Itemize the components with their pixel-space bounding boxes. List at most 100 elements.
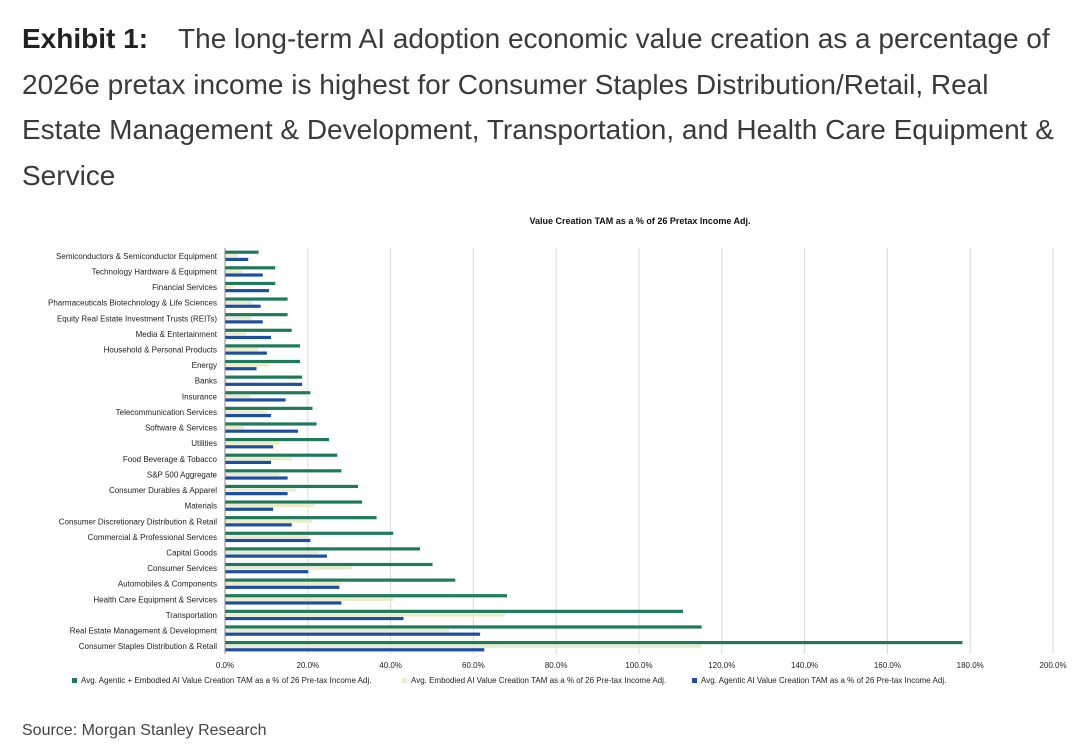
x-tick-label: 20.0% xyxy=(296,661,319,670)
bar-combined xyxy=(225,328,292,332)
bar-agentic xyxy=(225,585,340,589)
x-tick-label: 140.0% xyxy=(791,661,818,670)
bar-combined xyxy=(225,281,276,286)
bar-embodied xyxy=(225,301,253,305)
bar-combined xyxy=(225,484,358,489)
category-label: Consumer Staples Distribution & Retail xyxy=(79,642,218,651)
bar-combined xyxy=(225,625,702,629)
bar-embodied xyxy=(225,363,269,367)
category-label: Consumer Durables & Apparel xyxy=(109,486,217,495)
bar-combined xyxy=(225,609,683,613)
x-tick-label: 200.0% xyxy=(1039,661,1066,670)
x-tick-label: 180.0% xyxy=(957,661,984,670)
legend-label-agentic: Avg. Agentic AI Value Creation TAM as a … xyxy=(701,676,947,685)
category-label: Technology Hardware & Equipment xyxy=(92,267,218,276)
bar-combined xyxy=(225,359,301,364)
bar-combined xyxy=(225,531,394,535)
category-label: Commercial & Professional Services xyxy=(88,533,217,542)
bar-agentic xyxy=(225,257,249,262)
category-label: Capital Goods xyxy=(166,549,217,558)
bar-embodied xyxy=(225,550,319,555)
bar-agentic xyxy=(225,320,263,324)
bar-embodied xyxy=(225,566,352,570)
bar-agentic xyxy=(225,429,298,433)
bar-agentic xyxy=(225,304,261,308)
x-tick-label: 40.0% xyxy=(379,661,402,670)
bar-combined xyxy=(225,640,963,645)
bar-embodied xyxy=(225,613,505,617)
bar-embodied xyxy=(225,379,228,383)
category-label: Software & Services xyxy=(145,424,217,433)
x-tick-label: 120.0% xyxy=(708,661,735,670)
category-label: Consumer Services xyxy=(147,564,217,573)
category-label: Transportation xyxy=(166,611,217,620)
bar-combined xyxy=(225,422,317,426)
x-tick-label: 100.0% xyxy=(625,661,652,670)
bar-agentic xyxy=(225,616,404,621)
category-label: Pharmaceuticals Biotechnology & Life Sci… xyxy=(48,299,217,308)
category-label: Media & Entertainment xyxy=(136,330,218,339)
bar-combined xyxy=(225,266,276,270)
bar-combined xyxy=(225,344,301,348)
bar-combined xyxy=(225,297,288,301)
bar-agentic xyxy=(225,523,292,527)
category-label: Banks xyxy=(195,377,217,386)
bar-combined xyxy=(225,578,456,582)
bar-combined xyxy=(225,594,508,598)
bar-agentic xyxy=(225,554,327,558)
bar-embodied xyxy=(225,488,296,492)
category-label: Automobiles & Components xyxy=(118,580,217,589)
bar-embodied xyxy=(225,597,394,601)
bar-embodied xyxy=(225,254,238,258)
category-label: Semiconductors & Semiconductor Equipment xyxy=(56,252,218,261)
bar-embodied xyxy=(225,519,313,523)
bar-agentic xyxy=(225,492,288,496)
exhibit-text: The long-term AI adoption economic value… xyxy=(22,23,1054,191)
bar-agentic xyxy=(225,351,267,355)
category-label: Household & Personal Products xyxy=(104,346,217,355)
bar-embodied xyxy=(225,472,280,477)
category-label: Materials xyxy=(185,502,217,511)
bar-embodied xyxy=(225,332,247,336)
bar-combined xyxy=(225,250,259,254)
bar-embodied xyxy=(225,441,280,445)
bar-embodied xyxy=(225,457,292,461)
bar-embodied xyxy=(225,504,315,508)
bar-agentic xyxy=(225,335,272,340)
bar-embodied xyxy=(225,582,342,586)
bar-agentic xyxy=(225,507,274,511)
bar-agentic xyxy=(225,273,263,277)
bar-embodied xyxy=(225,285,234,289)
legend-label-embodied: Avg. Embodied AI Value Creation TAM as a… xyxy=(411,676,667,685)
bar-combined xyxy=(225,391,311,395)
category-label: Equity Real Estate Investment Trusts (RE… xyxy=(57,314,217,323)
bar-embodied xyxy=(225,347,259,352)
bar-chart: 0.0% 20.0% 40.0% 60.0% 80.0% 100.0% 120.0% 140.… xyxy=(48,248,1067,670)
legend-swatch-agentic xyxy=(692,678,697,683)
bar-combined xyxy=(225,547,421,551)
x-tick-label: 80.0% xyxy=(545,661,568,670)
bar-embodied xyxy=(225,269,243,274)
bar-agentic xyxy=(225,382,303,386)
bar-embodied xyxy=(225,535,309,539)
bar-embodied xyxy=(225,425,245,430)
legend-label-combined: Avg. Agentic + Embodied AI Value Creatio… xyxy=(81,676,372,685)
bar-combined xyxy=(225,437,329,442)
bar-combined xyxy=(225,516,377,520)
bar-agentic xyxy=(225,538,311,543)
bar-agentic xyxy=(225,476,288,480)
bar-agentic xyxy=(225,632,481,636)
legend-swatch-embodied xyxy=(402,678,407,683)
bar-agentic xyxy=(225,601,342,605)
bar-combined xyxy=(225,406,313,410)
legend-item-embodied: Avg. Embodied AI Value Creation TAM as a… xyxy=(402,676,666,685)
bar-agentic xyxy=(225,398,286,402)
chart-title: Value Creation TAM as a % of 26 Pretax I… xyxy=(529,216,751,226)
legend-item-agentic: Avg. Agentic AI Value Creation TAM as a … xyxy=(692,676,946,685)
bar-combined xyxy=(225,562,433,567)
exhibit-label: Exhibit 1: xyxy=(22,23,149,54)
bar-combined xyxy=(225,313,288,317)
bar-combined xyxy=(225,453,338,457)
legend-swatch-combined xyxy=(72,678,77,683)
bar-embodied xyxy=(225,628,450,633)
